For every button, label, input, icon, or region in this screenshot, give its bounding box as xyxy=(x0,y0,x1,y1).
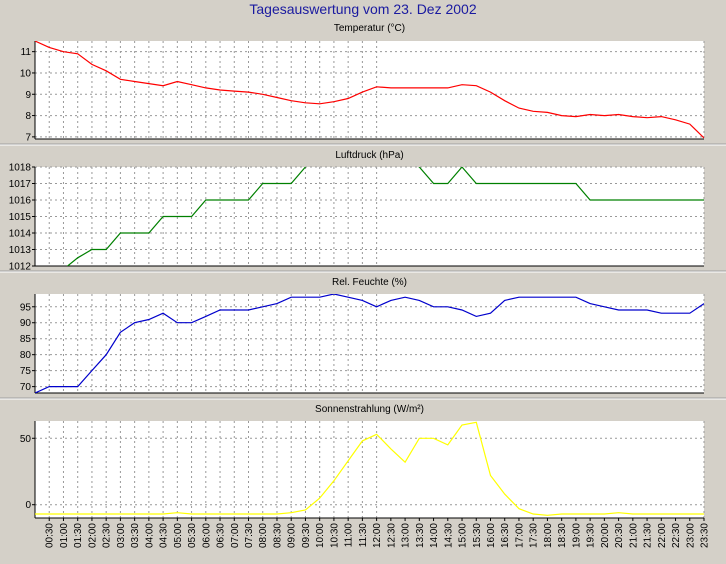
y-tick-label: 1017 xyxy=(9,179,32,190)
x-tick-label: 15:00 xyxy=(458,523,469,548)
x-tick-label: 14:00 xyxy=(429,523,440,548)
x-tick-label: 02:30 xyxy=(102,523,113,548)
x-tick-label: 16:30 xyxy=(500,523,511,548)
data-series-line xyxy=(35,294,704,393)
x-tick-label: 06:00 xyxy=(201,523,212,548)
x-tick-label: 11:00 xyxy=(344,523,355,548)
x-tick-label: 10:00 xyxy=(315,523,326,548)
x-tick-label: 18:00 xyxy=(543,523,554,548)
y-tick-label: 1013 xyxy=(9,245,32,256)
x-tick-label: 00:30 xyxy=(45,523,56,548)
y-tick-label: 11 xyxy=(21,47,32,58)
x-tick-label: 20:30 xyxy=(614,523,625,548)
x-tick-label: 04:00 xyxy=(144,523,155,548)
x-tick-label: 17:00 xyxy=(514,523,525,548)
y-tick-label: 80 xyxy=(20,350,32,361)
y-tick-label: 8 xyxy=(25,111,31,122)
y-tick-label: 95 xyxy=(20,302,32,313)
x-tick-labels: 00:30 01:00 01:30 02:00 02:30 03:00 03:30 04:00… xyxy=(45,518,711,548)
plot-background xyxy=(35,421,704,518)
x-tick-label: 03:30 xyxy=(130,523,141,548)
chart-title: Rel. Feuchte (%) xyxy=(332,277,407,288)
x-tick-label: 13:30 xyxy=(415,523,426,548)
x-tick-label: 22:00 xyxy=(657,523,668,548)
data-series-line xyxy=(35,421,704,516)
chart-panel-3: Rel. Feuchte (%) 70 75 80 85 90 95 xyxy=(0,277,726,400)
x-tick-label: 08:00 xyxy=(258,523,269,548)
y-tick-label: 50 xyxy=(20,434,32,445)
x-tick-label: 18:30 xyxy=(557,523,568,548)
y-tick-label: 1018 xyxy=(9,163,32,174)
x-tick-label: 12:00 xyxy=(372,523,383,548)
x-tick-label: 04:30 xyxy=(159,523,170,548)
x-tick-label: 11:30 xyxy=(358,523,369,548)
chart-title: Luftdruck (hPa) xyxy=(335,150,403,161)
x-tick-label: 19:00 xyxy=(571,523,582,548)
y-tick-label: 10 xyxy=(20,68,32,79)
x-tick-label: 08:30 xyxy=(272,523,283,548)
page-title: Tagesauswertung vom 23. Dez 2002 xyxy=(249,1,477,17)
x-tick-label: 19:30 xyxy=(586,523,597,548)
x-tick-label: 10:30 xyxy=(329,523,340,548)
x-tick-label: 17:30 xyxy=(529,523,540,548)
x-tick-label: 22:30 xyxy=(671,523,682,548)
y-tick-label: 1014 xyxy=(9,229,32,240)
y-tick-label: 90 xyxy=(20,318,32,329)
y-tick-label: 7 xyxy=(25,132,31,143)
chart-panel-1: Temperatur (°C) 7 8 9 10 11 xyxy=(0,23,726,146)
x-tick-label: 16:00 xyxy=(486,523,497,548)
x-tick-label: 12:30 xyxy=(386,523,397,548)
plot-background xyxy=(35,294,704,393)
data-series-line xyxy=(66,167,704,266)
x-tick-label: 23:00 xyxy=(685,523,696,548)
data-series-line xyxy=(35,41,704,139)
chart-panel-4: Sonnenstrahlung (W/m²) 0 50 xyxy=(20,404,705,519)
x-tick-label: 15:30 xyxy=(472,523,483,548)
x-tick-label: 05:00 xyxy=(173,523,184,548)
x-tick-label: 21:00 xyxy=(628,523,639,548)
y-tick-label: 70 xyxy=(20,382,32,393)
x-tick-label: 09:00 xyxy=(287,523,298,548)
y-tick-label: 0 xyxy=(25,500,31,511)
chart-title: Temperatur (°C) xyxy=(334,23,405,34)
x-tick-label: 07:30 xyxy=(244,523,255,548)
x-tick-label: 20:00 xyxy=(600,523,611,548)
y-tick-label: 1015 xyxy=(9,212,32,223)
y-tick-label: 9 xyxy=(25,90,31,101)
x-tick-label: 02:00 xyxy=(87,523,98,548)
x-tick-label: 07:00 xyxy=(230,523,241,548)
x-tick-label: 14:30 xyxy=(443,523,454,548)
x-tick-label: 05:30 xyxy=(187,523,198,548)
chart-panel-2: Luftdruck (hPa) 1012 1013 1014 1015 1016 1017 1… xyxy=(0,150,726,273)
x-tick-label: 21:30 xyxy=(643,523,654,548)
chart-title: Sonnenstrahlung (W/m²) xyxy=(315,404,424,415)
x-tick-label: 13:00 xyxy=(401,523,412,548)
x-tick-label: 09:30 xyxy=(301,523,312,548)
x-tick-label: 06:30 xyxy=(216,523,227,548)
y-tick-label: 1012 xyxy=(9,262,32,273)
x-tick-label: 01:30 xyxy=(73,523,84,548)
y-tick-label: 85 xyxy=(20,334,32,345)
x-tick-label: 01:00 xyxy=(59,523,70,548)
y-tick-label: 75 xyxy=(20,366,32,377)
x-tick-label: 03:00 xyxy=(116,523,127,548)
y-tick-label: 1016 xyxy=(9,196,32,207)
x-tick-label: 23:30 xyxy=(700,523,711,548)
